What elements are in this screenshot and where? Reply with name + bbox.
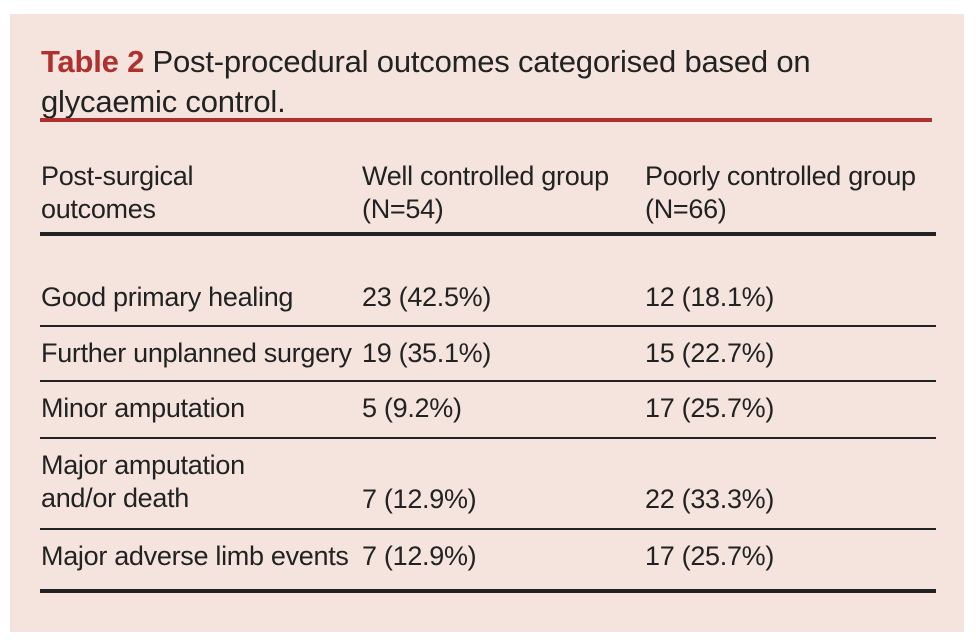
header-outcomes-line2: outcomes xyxy=(41,194,156,224)
table-row-3-well: 5 (9.2%) xyxy=(362,393,462,423)
table-row-1-poor: 12 (18.1%) xyxy=(645,282,775,312)
header-poorly-controlled: Poorly controlled group (N=66) xyxy=(645,160,916,226)
caption-rule xyxy=(40,118,932,122)
row-divider xyxy=(40,380,936,382)
caption-line-2: glycaemic control. xyxy=(41,84,286,119)
header-poor-line1: Poorly controlled group xyxy=(645,161,916,191)
table-row-4-outcome: Major amputation and/or death xyxy=(41,449,245,515)
row-divider xyxy=(40,325,936,327)
header-outcomes-line1: Post-surgical xyxy=(41,161,194,191)
table-row-4-outcome-line1: Major amputation xyxy=(41,450,245,480)
row-divider xyxy=(40,437,936,439)
table-row-3-outcome: Minor amputation xyxy=(41,393,245,423)
row-divider xyxy=(40,528,936,530)
table-row-4-poor: 22 (33.3%) xyxy=(645,484,775,514)
header-poor-line2: (N=66) xyxy=(645,194,727,224)
table-bottom-rule xyxy=(40,589,936,593)
table-row-2-poor: 15 (22.7%) xyxy=(645,338,775,368)
header-outcomes: Post-surgical outcomes xyxy=(41,160,193,226)
header-well-line2: (N=54) xyxy=(362,194,444,224)
table-row-4-outcome-line2: and/or death xyxy=(41,483,190,513)
header-well-line1: Well controlled group xyxy=(362,161,609,191)
table-row-2-well: 19 (35.1%) xyxy=(362,338,492,368)
header-rule xyxy=(40,232,936,236)
caption-line-1: Post-procedural outcomes categorised bas… xyxy=(144,44,811,79)
table-row-5-outcome: Major adverse limb events xyxy=(41,541,349,571)
table-row-1-outcome: Good primary healing xyxy=(41,282,294,312)
table-label: Table 2 xyxy=(41,44,145,79)
table-row-5-poor: 17 (25.7%) xyxy=(645,541,775,571)
table-row-1-well: 23 (42.5%) xyxy=(362,282,492,312)
table-caption: Table 2 Post-procedural outcomes categor… xyxy=(41,42,941,122)
header-well-controlled: Well controlled group (N=54) xyxy=(362,160,609,226)
table-row-5-well: 7 (12.9%) xyxy=(362,541,477,571)
table-row-4-well: 7 (12.9%) xyxy=(362,484,477,514)
table-row-2-outcome: Further unplanned surgery xyxy=(41,338,352,368)
table-row-3-poor: 17 (25.7%) xyxy=(645,393,775,423)
